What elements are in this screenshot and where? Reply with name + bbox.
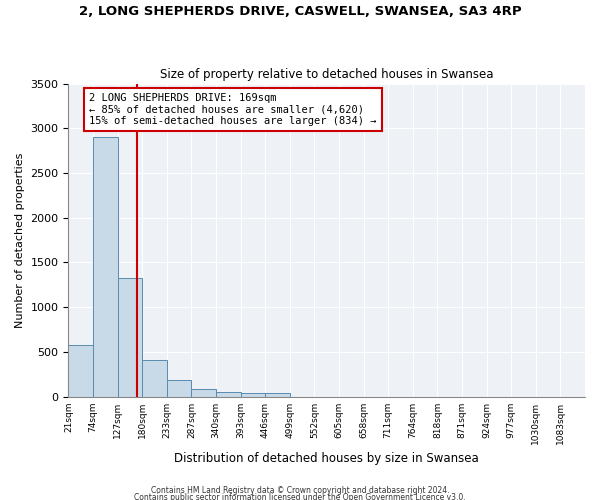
Bar xyxy=(167,380,191,396)
X-axis label: Distribution of detached houses by size in Swansea: Distribution of detached houses by size … xyxy=(175,452,479,465)
Text: Contains public sector information licensed under the Open Government Licence v3: Contains public sector information licen… xyxy=(134,494,466,500)
Bar xyxy=(68,345,93,397)
Text: 2, LONG SHEPHERDS DRIVE, CASWELL, SWANSEA, SA3 4RP: 2, LONG SHEPHERDS DRIVE, CASWELL, SWANSE… xyxy=(79,5,521,18)
Title: Size of property relative to detached houses in Swansea: Size of property relative to detached ho… xyxy=(160,68,493,81)
Y-axis label: Number of detached properties: Number of detached properties xyxy=(15,152,25,328)
Bar xyxy=(118,278,142,396)
Text: 2 LONG SHEPHERDS DRIVE: 169sqm
← 85% of detached houses are smaller (4,620)
15% : 2 LONG SHEPHERDS DRIVE: 169sqm ← 85% of … xyxy=(89,93,377,126)
Bar xyxy=(216,392,241,396)
Text: Contains HM Land Registry data © Crown copyright and database right 2024.: Contains HM Land Registry data © Crown c… xyxy=(151,486,449,495)
Bar xyxy=(191,388,216,396)
Bar xyxy=(142,360,167,397)
Bar xyxy=(265,393,290,396)
Bar xyxy=(241,392,265,396)
Bar xyxy=(93,137,118,396)
